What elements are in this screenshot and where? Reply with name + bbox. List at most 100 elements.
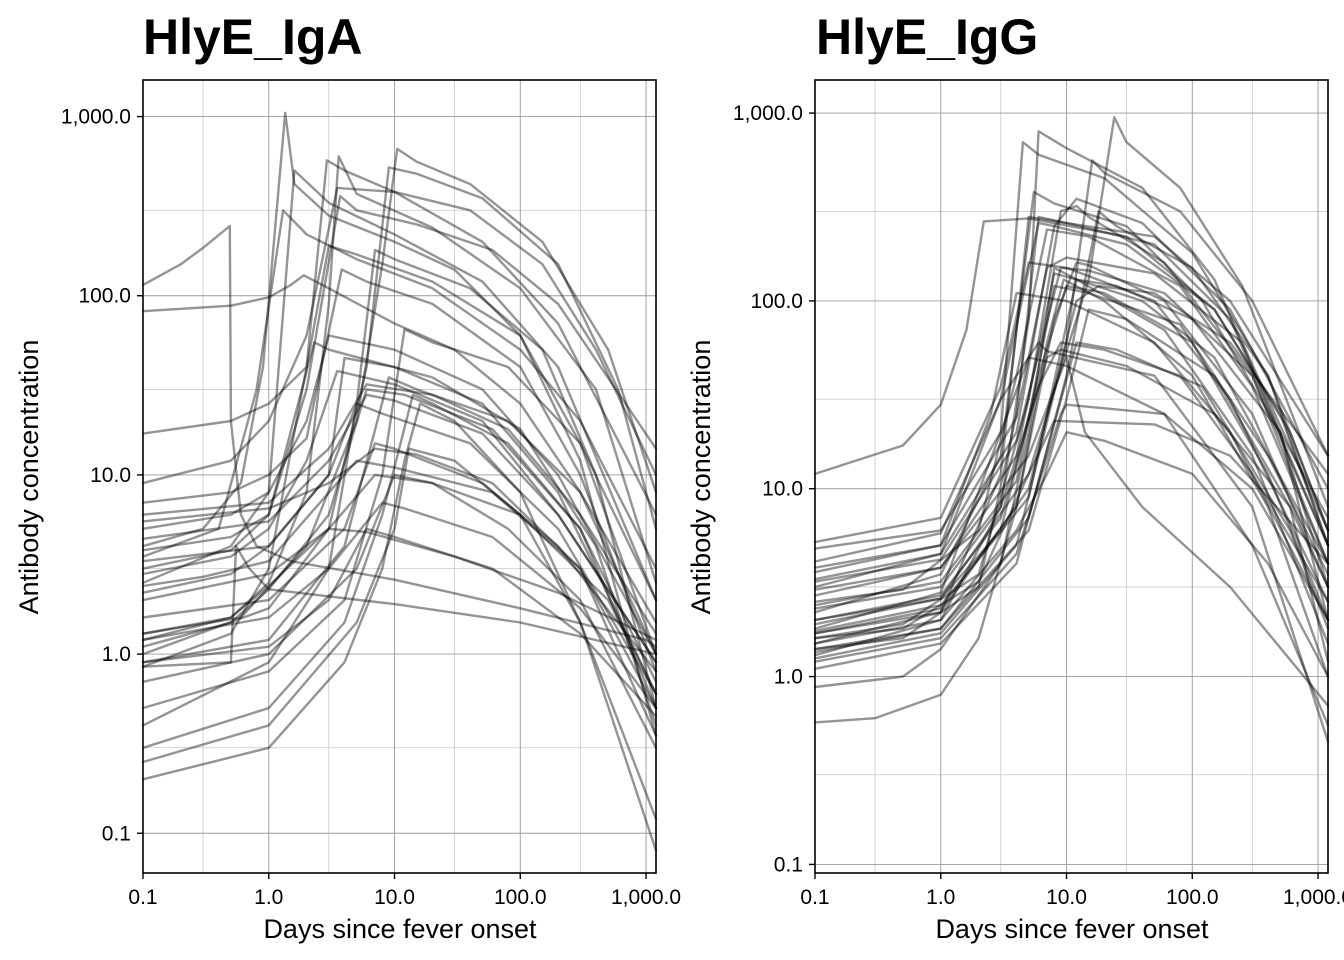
series-line — [141, 224, 658, 648]
x-tick-label: 100.0 — [494, 886, 547, 909]
y-tick-label: 1,000.0 — [733, 102, 803, 125]
series-line — [141, 147, 658, 635]
series-line — [813, 284, 1330, 635]
series-line — [813, 261, 1330, 635]
series-line — [813, 261, 1330, 603]
y-tick-label: 1.0 — [102, 643, 131, 666]
chart-title: HlyE_IgA — [143, 9, 363, 65]
panel-border — [142, 79, 657, 874]
x-tick-label: 10.0 — [1046, 886, 1087, 909]
series-line — [813, 403, 1330, 663]
panel-hlye-igg: HlyE_IgG 0.1 1.0 10.0 100.0 1,000.0 0.1 1.0 10.… — [686, 9, 1344, 944]
series-line — [141, 341, 658, 727]
series-line — [141, 447, 658, 737]
series-line — [813, 130, 1330, 657]
x-axis-label: Days since fever onset — [263, 914, 537, 944]
y-tick-label: 100.0 — [78, 285, 131, 308]
series-line — [813, 256, 1330, 569]
series-line — [141, 442, 658, 673]
series-line — [813, 217, 1330, 547]
x-tick-label: 1,000.0 — [611, 886, 681, 909]
series-line — [141, 388, 658, 683]
series-line — [813, 278, 1330, 724]
series-line — [141, 369, 658, 664]
x-tick-label: 0.1 — [800, 886, 829, 909]
series-line — [813, 266, 1330, 689]
series-line — [813, 266, 1330, 583]
series-line — [141, 527, 658, 718]
grid — [142, 80, 656, 873]
y-tick-label: 0.1 — [102, 822, 131, 845]
series-line — [141, 356, 658, 695]
series-line — [813, 197, 1330, 581]
ticks: 0.1 1.0 10.0 100.0 1,000.0 0.1 1.0 10.0 100.0 1,0… — [733, 102, 1344, 909]
series-line — [141, 268, 658, 673]
y-axis-label: Antibody concentration — [686, 340, 716, 615]
series-line — [141, 328, 658, 710]
series-line — [141, 447, 658, 821]
series-line — [141, 545, 658, 668]
x-tick-label: 10.0 — [374, 886, 415, 909]
series-line — [813, 291, 1330, 622]
series-line — [813, 141, 1330, 630]
series-line — [141, 334, 658, 656]
series-line — [813, 278, 1330, 633]
series-line — [141, 527, 658, 642]
series-lines — [141, 111, 658, 852]
series-line — [813, 190, 1330, 614]
series-line — [813, 215, 1330, 651]
series-line — [813, 228, 1330, 603]
series-line — [813, 356, 1330, 727]
y-tick-label: 0.1 — [774, 853, 803, 876]
panel-border — [814, 79, 1329, 874]
ticks: 0.1 1.0 10.0 100.0 1,000.0 0.1 1.0 10.0 100.0 1,0… — [61, 106, 681, 909]
y-tick-label: 10.0 — [90, 464, 131, 487]
series-line — [813, 348, 1330, 622]
panel-hlye-iga: HlyE_IgA 0.1 1.0 10.0 100.0 1,000.0 0.1 1.0 10.… — [14, 9, 681, 944]
series-line — [813, 272, 1330, 597]
series-line — [813, 204, 1330, 640]
series-line — [813, 431, 1330, 678]
series-line — [813, 116, 1330, 622]
series-line — [141, 244, 658, 656]
series-line — [141, 194, 658, 570]
series-line — [141, 383, 658, 635]
series-line — [141, 209, 658, 570]
series-line — [813, 210, 1330, 670]
series-line — [141, 155, 658, 642]
y-axis-label: Antibody concentration — [14, 340, 44, 615]
x-axis-label: Days since fever onset — [935, 914, 1209, 944]
series-line — [813, 308, 1330, 663]
series-line — [141, 473, 658, 749]
plot-area: 0.1 1.0 10.0 100.0 1,000.0 0.1 1.0 10.0 100.0 1,0… — [61, 79, 681, 909]
y-tick-label: 100.0 — [750, 290, 803, 313]
series-line — [141, 166, 658, 656]
series-line — [141, 402, 658, 852]
plot-area: 0.1 1.0 10.0 100.0 1,000.0 0.1 1.0 10.0 100.0 1,0… — [733, 79, 1344, 909]
x-tick-label: 1.0 — [254, 886, 283, 909]
x-tick-label: 0.1 — [128, 886, 157, 909]
series-lines — [813, 116, 1330, 743]
series-line — [813, 215, 1330, 645]
series-line — [141, 186, 658, 485]
y-tick-label: 1,000.0 — [61, 106, 131, 129]
series-line — [813, 221, 1330, 589]
series-line — [141, 501, 658, 710]
series-line — [813, 341, 1330, 743]
series-line — [141, 402, 658, 695]
x-tick-label: 1.0 — [926, 886, 955, 909]
series-line — [141, 393, 658, 664]
series-line — [141, 274, 658, 656]
series-line — [141, 248, 658, 727]
series-line — [813, 284, 1330, 607]
series-line — [141, 159, 658, 668]
series-line — [141, 111, 658, 737]
x-tick-label: 1,000.0 — [1283, 886, 1344, 909]
series-line — [141, 473, 658, 695]
series-line — [141, 169, 658, 602]
series-line — [813, 341, 1330, 610]
chart-title: HlyE_IgG — [816, 9, 1038, 65]
series-line — [813, 159, 1330, 660]
x-tick-label: 100.0 — [1166, 886, 1219, 909]
